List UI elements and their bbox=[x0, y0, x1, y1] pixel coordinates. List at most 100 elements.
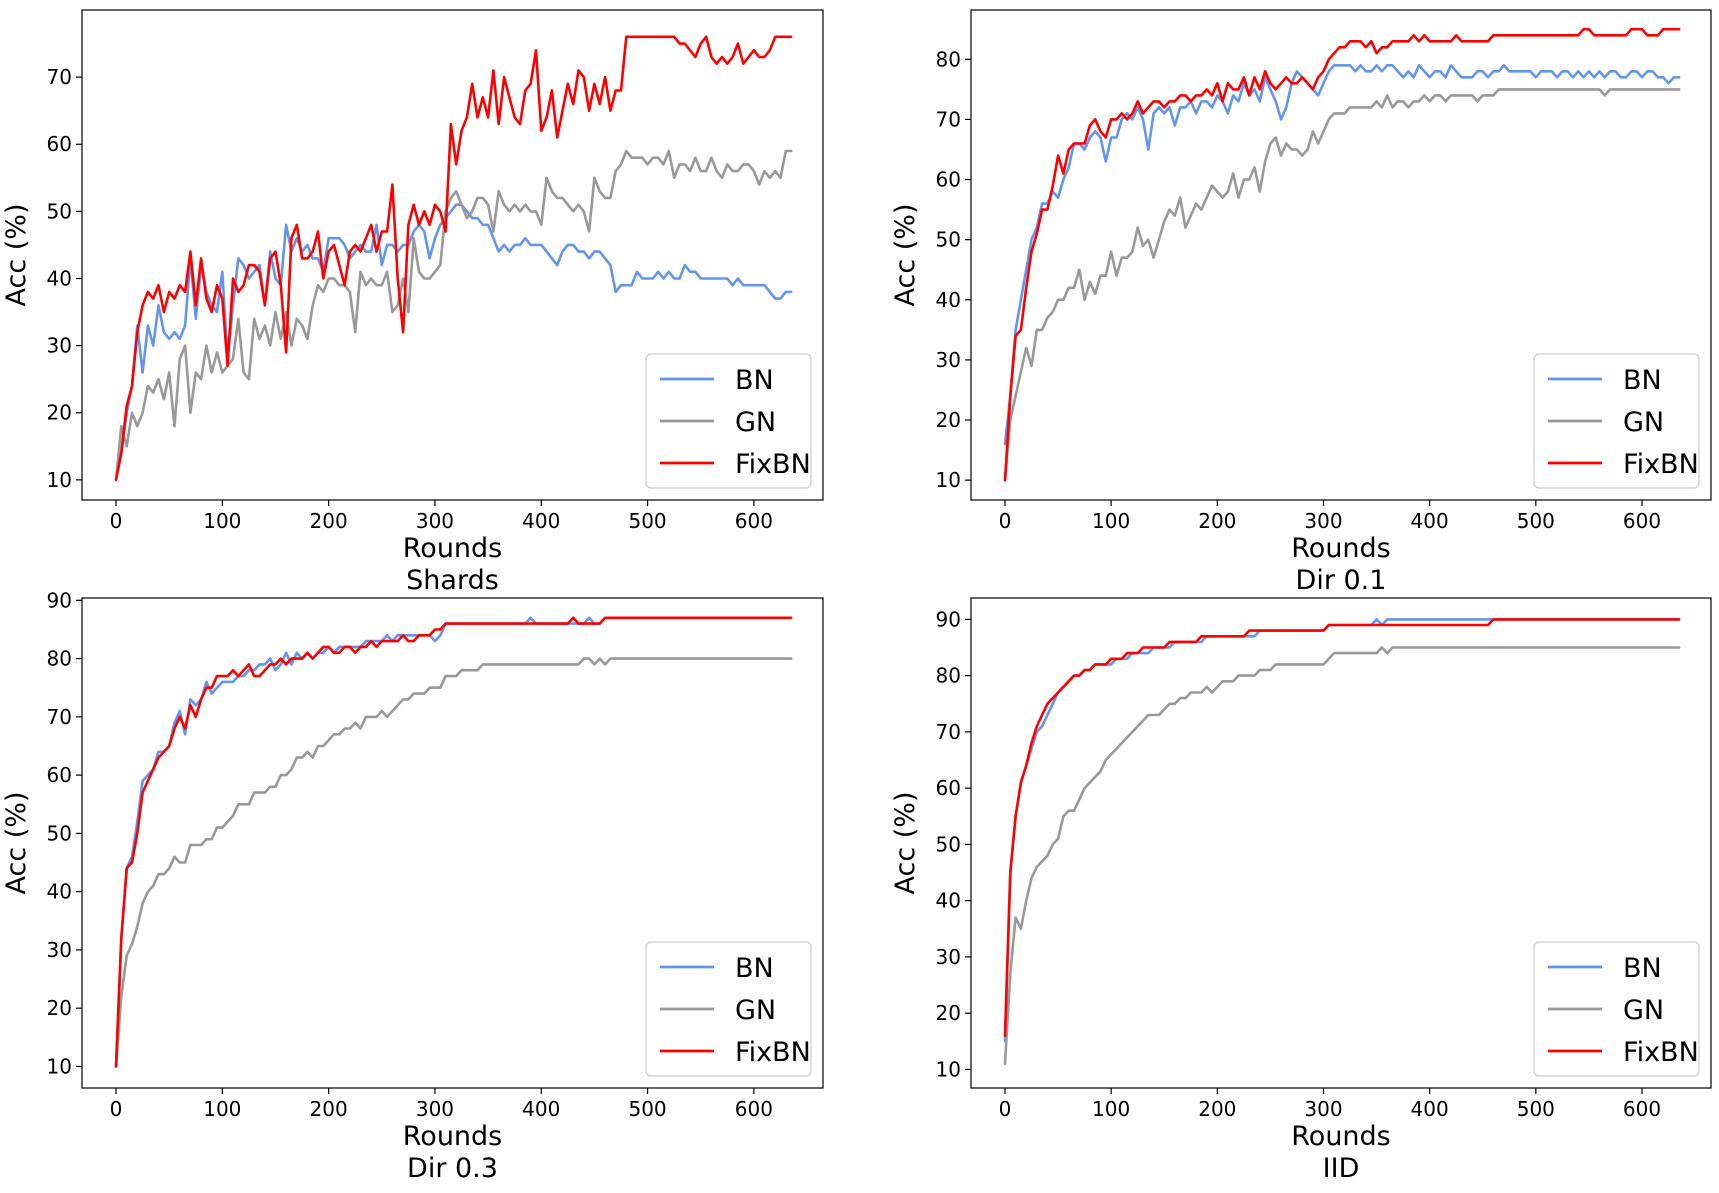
legend-label-gn: GN bbox=[1623, 407, 1664, 438]
legend-label-bn: BN bbox=[1623, 953, 1662, 984]
legend-label-fixbn: FixBN bbox=[1623, 449, 1699, 480]
subplot-title: Shards bbox=[406, 565, 499, 596]
legend-label-fixbn: FixBN bbox=[735, 1037, 811, 1068]
y-axis-ticks: 10 20 30 40 50 60 70 80 90 bbox=[47, 588, 82, 1078]
y-tick-label: 60 bbox=[936, 168, 961, 192]
y-tick-label: 70 bbox=[936, 107, 961, 131]
x-tick-label: 200 bbox=[1198, 509, 1236, 533]
x-tick-label: 500 bbox=[1517, 1097, 1555, 1121]
x-tick-label: 0 bbox=[999, 509, 1012, 533]
x-axis-title: Rounds bbox=[403, 1121, 503, 1152]
axes-frame bbox=[970, 597, 1712, 1089]
y-tick-label: 50 bbox=[47, 821, 72, 845]
axes-frame bbox=[81, 597, 824, 1089]
subplot-2: 0 100 200 300 400 500 600 10 20 30 40 50 60 70 80 Round… bbox=[890, 9, 1712, 596]
x-tick-label: 600 bbox=[1623, 509, 1661, 533]
x-tick-label: 300 bbox=[1304, 1097, 1342, 1121]
x-tick-label: 600 bbox=[1623, 1097, 1661, 1121]
x-tick-label: 100 bbox=[1092, 509, 1130, 533]
x-tick-label: 300 bbox=[416, 1097, 454, 1121]
y-tick-label: 40 bbox=[936, 288, 961, 312]
series-line-gn bbox=[1003, 88, 1681, 482]
series-line-fixbn bbox=[1003, 618, 1681, 1037]
y-tick-label: 30 bbox=[47, 938, 72, 962]
x-tick-label: 200 bbox=[310, 509, 348, 533]
legend: BN GN FixBN bbox=[645, 353, 812, 489]
x-tick-label: 0 bbox=[110, 509, 123, 533]
y-axis-title: Acc (%) bbox=[1, 792, 32, 895]
y-tick-label: 20 bbox=[936, 1001, 961, 1025]
x-tick-label: 0 bbox=[999, 1097, 1012, 1121]
y-tick-label: 50 bbox=[936, 228, 961, 252]
x-tick-label: 100 bbox=[1092, 1097, 1130, 1121]
x-tick-label: 600 bbox=[735, 1097, 773, 1121]
x-tick-label: 200 bbox=[310, 1097, 348, 1121]
legend-box bbox=[1533, 941, 1700, 1077]
axes-frame bbox=[970, 9, 1712, 501]
y-tick-label: 70 bbox=[47, 65, 72, 89]
x-tick-label: 500 bbox=[628, 509, 666, 533]
series-line-fixbn bbox=[114, 616, 793, 1068]
x-tick-label: 300 bbox=[1304, 509, 1342, 533]
y-tick-label: 80 bbox=[936, 47, 961, 71]
x-axis-ticks: 0 100 200 300 400 500 600 bbox=[110, 1088, 773, 1121]
y-tick-label: 40 bbox=[47, 266, 72, 290]
x-axis-ticks: 0 100 200 300 400 500 600 bbox=[999, 500, 1661, 533]
x-tick-label: 500 bbox=[628, 1097, 666, 1121]
y-tick-label: 30 bbox=[936, 348, 961, 372]
x-axis-ticks: 0 100 200 300 400 500 600 bbox=[110, 500, 773, 533]
y-axis-ticks: 10 20 30 40 50 60 70 80 bbox=[936, 47, 971, 492]
subplot-4: 0 100 200 300 400 500 600 10 20 30 40 50 60 70 80 90 Rou… bbox=[890, 597, 1712, 1184]
y-tick-label: 60 bbox=[47, 132, 72, 156]
y-tick-label: 70 bbox=[47, 705, 72, 729]
y-tick-label: 90 bbox=[47, 588, 72, 612]
y-axis-ticks: 10 20 30 40 50 60 70 bbox=[47, 65, 82, 492]
legend-label-bn: BN bbox=[1623, 365, 1662, 396]
legend-label-fixbn: FixBN bbox=[735, 449, 811, 480]
y-axis-title: Acc (%) bbox=[1, 204, 32, 307]
subplot-title: Dir 0.3 bbox=[407, 1153, 498, 1184]
legend-box bbox=[645, 941, 812, 1077]
axes-frame bbox=[81, 9, 824, 501]
y-axis-ticks: 10 20 30 40 50 60 70 80 90 bbox=[936, 607, 971, 1081]
y-tick-label: 40 bbox=[47, 880, 72, 904]
y-tick-label: 20 bbox=[936, 408, 961, 432]
y-tick-label: 50 bbox=[936, 832, 961, 856]
x-tick-label: 500 bbox=[1517, 509, 1555, 533]
series-line-fixbn bbox=[114, 35, 793, 482]
y-axis-title: Acc (%) bbox=[890, 204, 921, 307]
legend-label-gn: GN bbox=[735, 407, 776, 438]
subplot-1: 0 100 200 300 400 500 600 10 20 30 40 50 60 70 RoundsS… bbox=[1, 9, 824, 596]
legend-label-bn: BN bbox=[735, 365, 774, 396]
y-tick-label: 30 bbox=[936, 945, 961, 969]
subplot-3: 0 100 200 300 400 500 600 10 20 30 40 50 60 70 80 90 Rou… bbox=[1, 588, 824, 1184]
legend: BN GN FixBN bbox=[645, 941, 812, 1077]
series-line-fixbn bbox=[1003, 27, 1681, 482]
x-tick-label: 400 bbox=[1411, 1097, 1449, 1121]
y-tick-label: 50 bbox=[47, 199, 72, 223]
x-tick-label: 200 bbox=[1198, 1097, 1236, 1121]
y-tick-label: 30 bbox=[47, 334, 72, 358]
y-tick-label: 60 bbox=[47, 763, 72, 787]
x-tick-label: 400 bbox=[1411, 509, 1449, 533]
x-tick-label: 100 bbox=[203, 509, 241, 533]
legend: BN GN FixBN bbox=[1533, 353, 1700, 489]
legend-label-gn: GN bbox=[735, 995, 776, 1026]
x-axis-title: Rounds bbox=[1291, 533, 1391, 564]
y-tick-label: 80 bbox=[47, 647, 72, 671]
x-tick-label: 600 bbox=[735, 509, 773, 533]
y-tick-label: 10 bbox=[47, 468, 72, 492]
y-tick-label: 10 bbox=[47, 1054, 72, 1078]
y-axis-title: Acc (%) bbox=[890, 792, 921, 895]
subplot-title: Dir 0.1 bbox=[1296, 565, 1387, 596]
legend-label-bn: BN bbox=[735, 953, 774, 984]
legend-box bbox=[645, 353, 812, 489]
series-line-bn bbox=[1003, 64, 1681, 446]
x-tick-label: 400 bbox=[522, 1097, 560, 1121]
y-tick-label: 10 bbox=[936, 468, 961, 492]
x-tick-label: 400 bbox=[522, 509, 560, 533]
legend-label-fixbn: FixBN bbox=[1623, 1037, 1699, 1068]
legend-label-gn: GN bbox=[1623, 995, 1664, 1026]
series-line-gn bbox=[114, 657, 793, 1068]
